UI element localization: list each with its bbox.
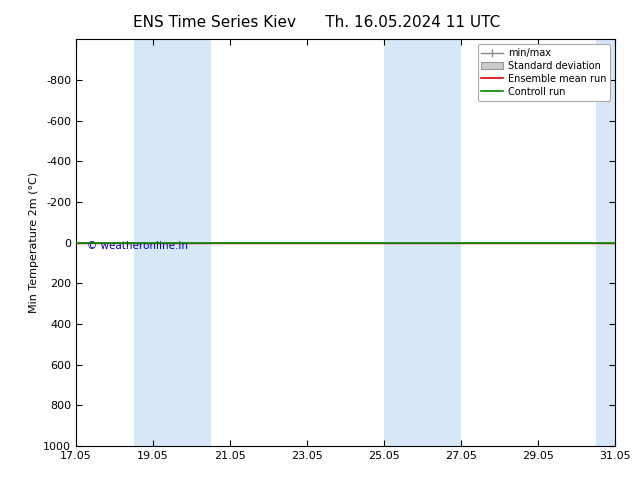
Y-axis label: Min Temperature 2m (°C): Min Temperature 2m (°C) [29,172,39,313]
Bar [384,39,461,446]
Bar [596,39,615,446]
Legend: min/max, Standard deviation, Ensemble mean run, Controll run: min/max, Standard deviation, Ensemble me… [477,44,610,100]
Bar [134,39,210,446]
Text: © weatheronline.in: © weatheronline.in [87,241,188,250]
Text: ENS Time Series Kiev      Th. 16.05.2024 11 UTC: ENS Time Series Kiev Th. 16.05.2024 11 U… [133,15,501,30]
